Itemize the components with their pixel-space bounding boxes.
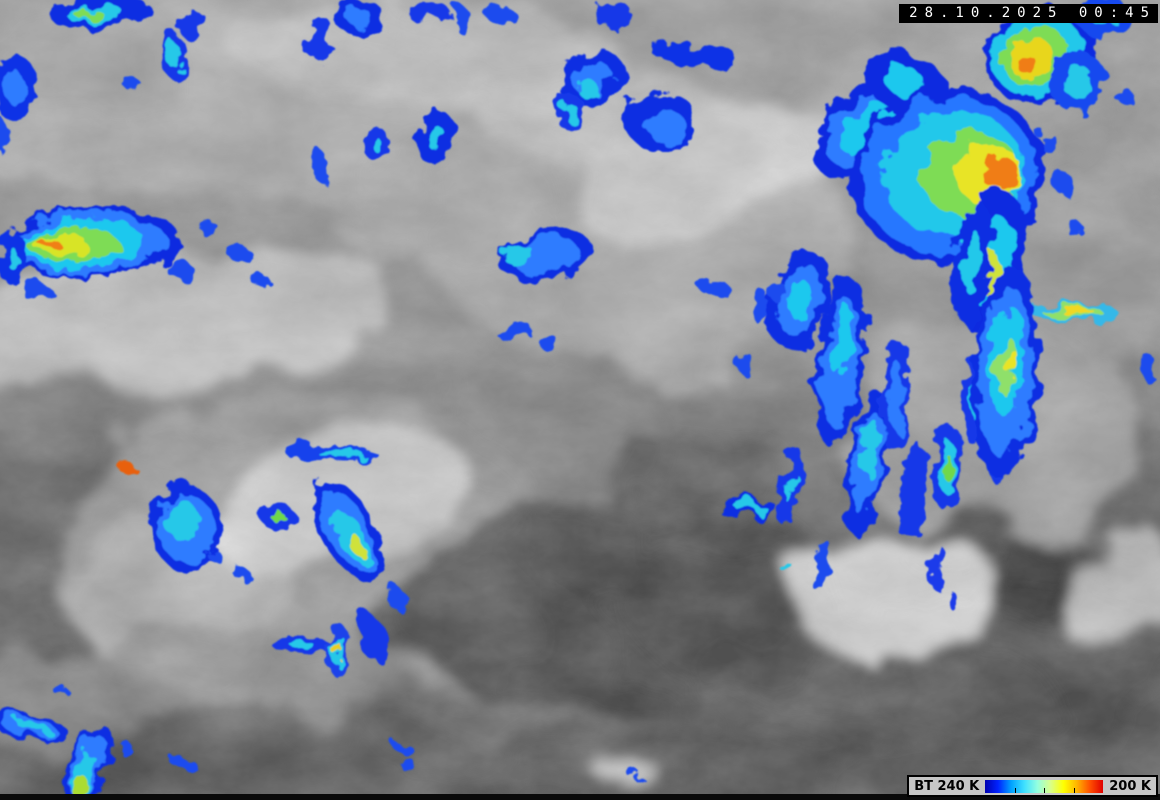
legend-tick (1073, 787, 1075, 793)
legend-min-label: BT 240 K (914, 778, 980, 794)
legend-tick (1014, 787, 1016, 793)
timestamp-overlay: 28.10.2025 00:45 (899, 4, 1158, 23)
legend-max-label: 200 K (1109, 778, 1151, 794)
legend-tick (1044, 787, 1046, 793)
bt-colorbar-legend: BT 240 K 200 K (907, 775, 1158, 797)
bottom-border-strip (0, 794, 1160, 800)
legend-gradient-bar (985, 779, 1104, 793)
